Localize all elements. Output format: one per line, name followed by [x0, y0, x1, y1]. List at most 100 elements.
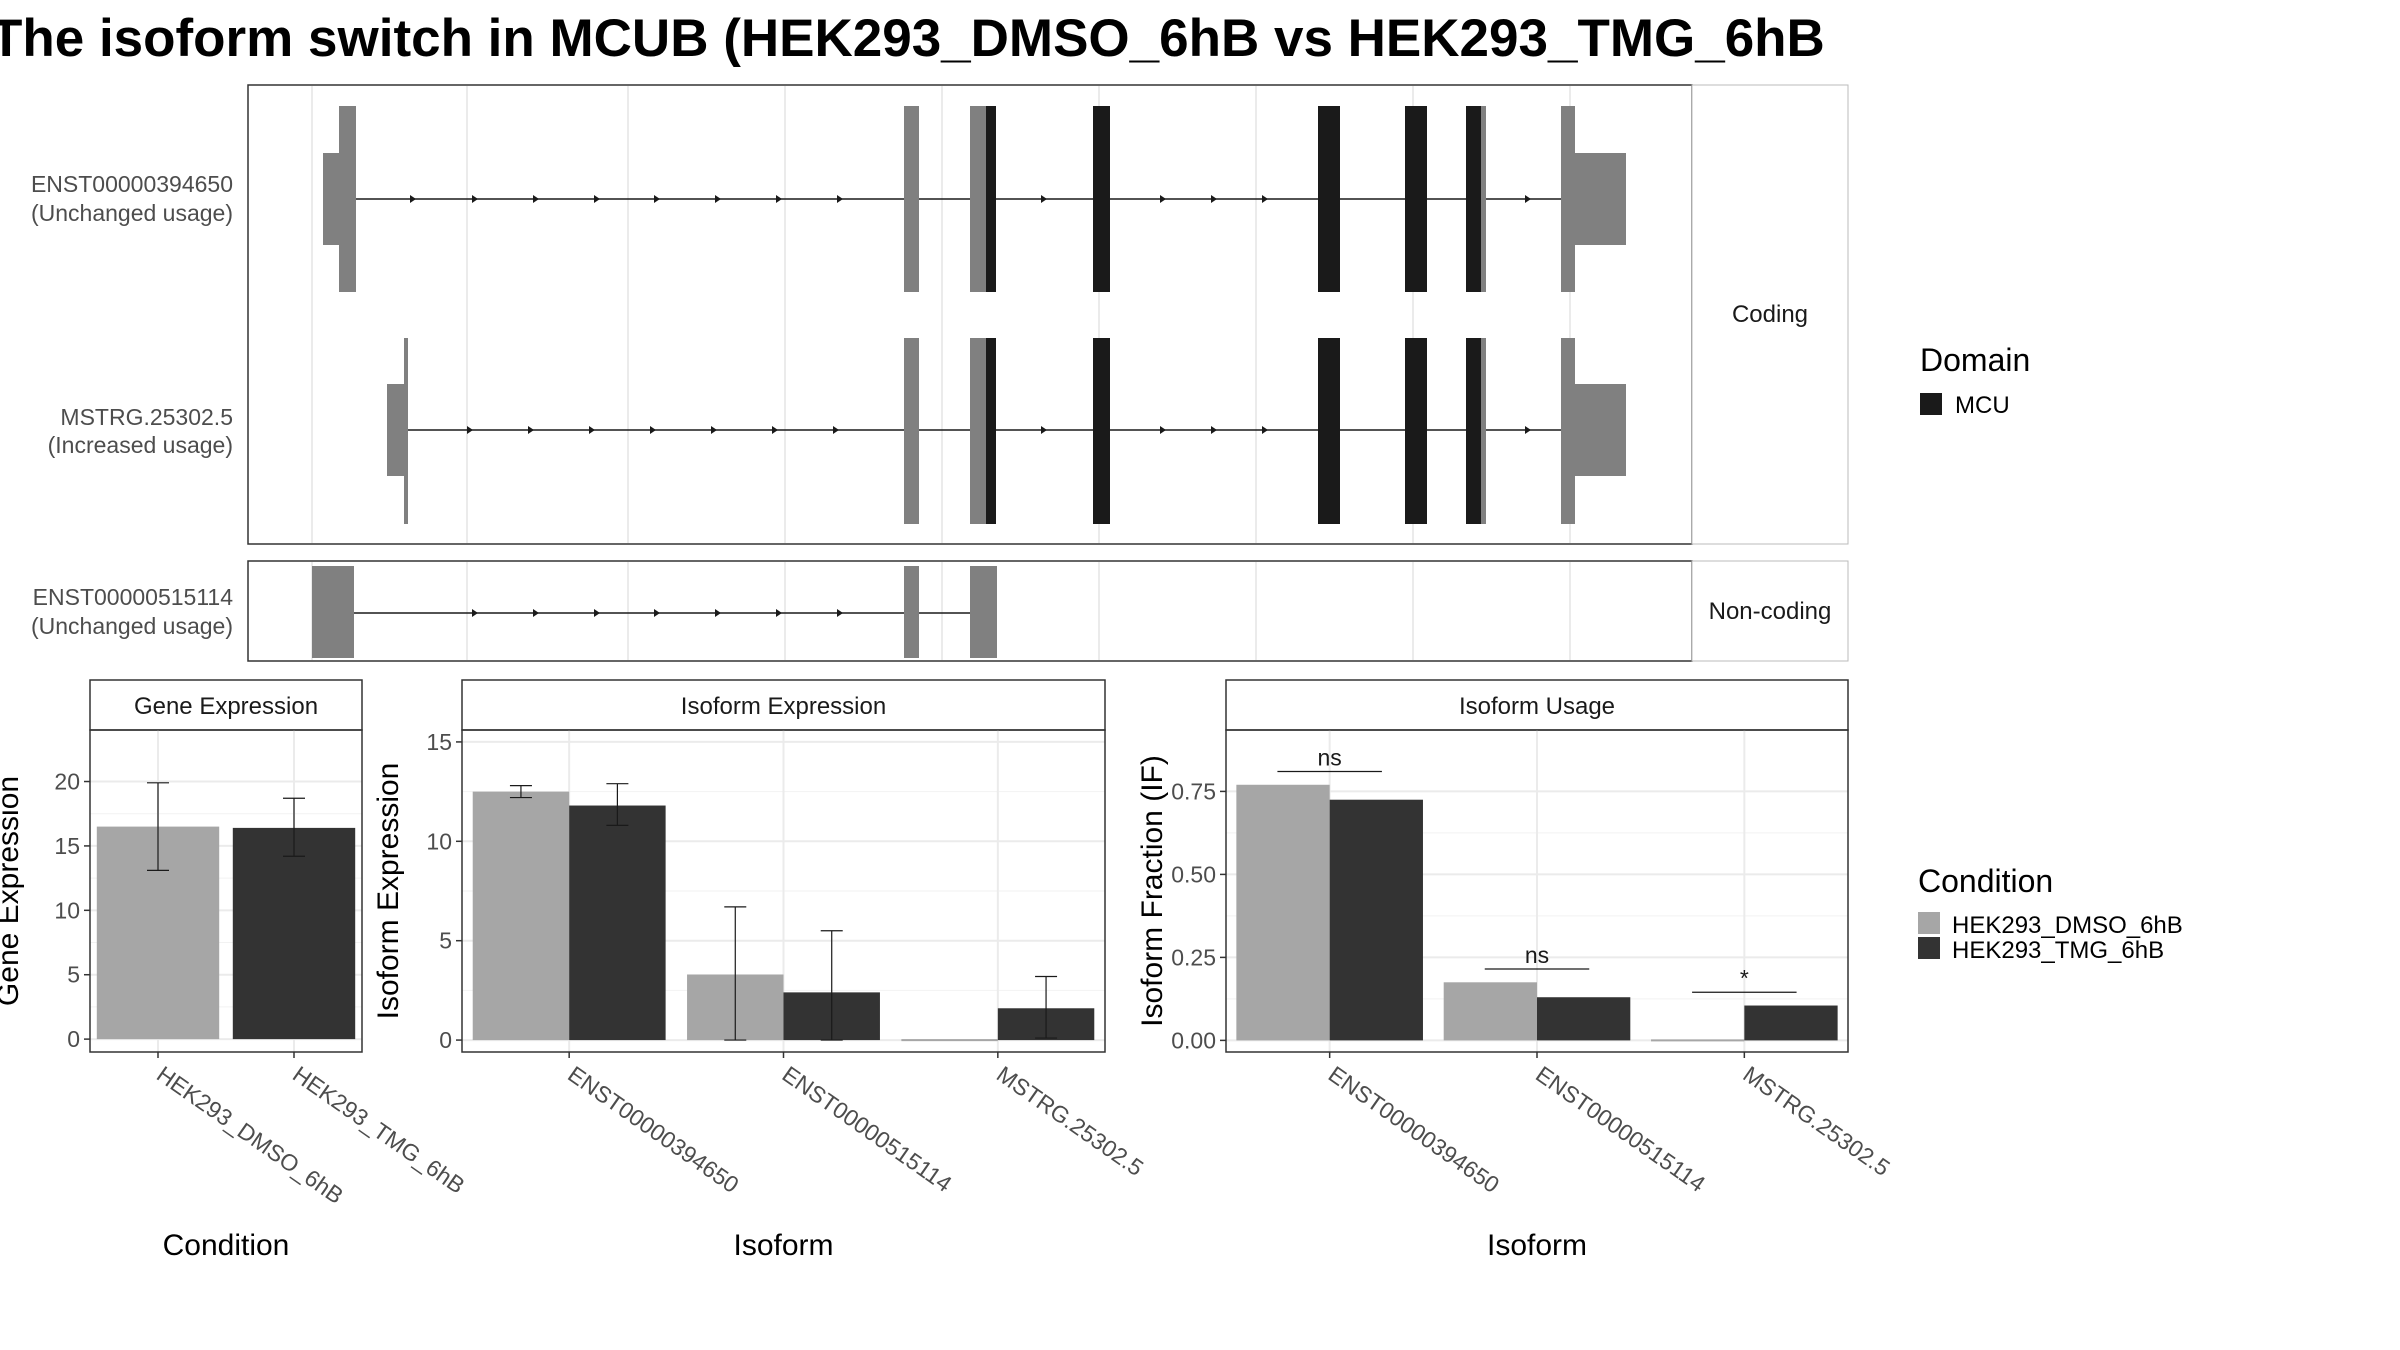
- isoform-label: MSTRG.25302.5 (Increased usage): [48, 404, 233, 458]
- x-tick-label: MSTRG.25302.5: [1738, 1061, 1894, 1181]
- intron-arrow: [533, 609, 539, 617]
- chart-panel-2: Isoform Usage 0.00 0.25 0.50 0.75 ns ns * ENST00…: [1136, 679, 1895, 1262]
- isoform-id-label: ENST00000515114: [33, 584, 234, 610]
- mcu-legend-swatch: [1920, 393, 1942, 415]
- y-tick-label: 0: [439, 1027, 452, 1053]
- utr-exon: [1561, 338, 1575, 524]
- intron-arrow: [837, 609, 843, 617]
- isoform-id-label: MSTRG.25302.5: [60, 404, 233, 430]
- y-tick-label: 10: [426, 828, 452, 854]
- isoform-track: [387, 338, 1626, 524]
- panel-title: Isoform Expression: [681, 693, 886, 720]
- tmg-legend-label: HEK293_TMG_6hB: [1952, 937, 2164, 964]
- intron-arrows: [467, 426, 1531, 434]
- intron-arrow: [715, 195, 721, 203]
- bar: [232, 827, 356, 1040]
- dmso-legend-label: HEK293_DMSO_6hB: [1952, 912, 2183, 939]
- utr-exon: [1575, 153, 1626, 245]
- intron-arrow: [654, 195, 660, 203]
- intron-arrow: [1160, 426, 1166, 434]
- intron-arrow: [1262, 195, 1268, 203]
- isoform-id-label: ENST00000394650: [31, 171, 233, 197]
- utr-exon: [904, 566, 919, 658]
- noncoding-strip-label: Non-coding: [1709, 598, 1832, 625]
- chart-panel-1: Isoform Expression 0 5 10 15 ENST00000394650 E…: [372, 679, 1148, 1262]
- intron-arrow: [467, 426, 473, 434]
- bar: [1443, 982, 1537, 1041]
- panel-strip: [461, 679, 1106, 731]
- intron-arrows: [472, 609, 843, 617]
- mcu-domain-exon: [1405, 338, 1427, 524]
- utr-exon: [970, 338, 987, 524]
- isoform-track: [312, 566, 997, 658]
- coding-strip-label: Coding: [1732, 301, 1808, 328]
- coding-strip: [1691, 84, 1849, 545]
- mcu-domain-exon: [1466, 338, 1481, 524]
- isoform-label: ENST00000515114 (Unchanged usage): [31, 584, 233, 639]
- y-tick-label: 15: [426, 729, 452, 755]
- dmso-legend-swatch: [1918, 912, 1940, 934]
- x-axis-title: Condition: [163, 1229, 290, 1262]
- utr-exon: [904, 338, 919, 524]
- x-tick-label: ENST00000394650: [1324, 1061, 1504, 1198]
- bar: [472, 791, 570, 1041]
- figure-title: The isoform switch in MCUB (HEK293_DMSO_…: [0, 9, 1825, 68]
- panel-strip: [89, 679, 363, 731]
- utr-exon: [970, 106, 987, 292]
- intron-arrow: [833, 426, 839, 434]
- bar: [1744, 1005, 1838, 1041]
- panel-title: Isoform Usage: [1459, 693, 1615, 720]
- y-tick-label: 0.75: [1171, 778, 1216, 804]
- y-tick-label: 0: [67, 1026, 80, 1052]
- y-tick-label: 10: [54, 897, 80, 923]
- x-axis-title: Isoform: [1487, 1229, 1587, 1262]
- intron-arrow: [594, 609, 600, 617]
- intron-arrow: [533, 195, 539, 203]
- y-tick-label: 0.50: [1171, 861, 1216, 887]
- utr-exon: [970, 566, 997, 658]
- bar: [1537, 997, 1631, 1041]
- intron-arrow: [410, 195, 416, 203]
- intron-arrow: [650, 426, 656, 434]
- mcu-domain-exon: [1318, 338, 1340, 524]
- utr-exon: [1561, 106, 1575, 292]
- intron-arrow: [472, 195, 478, 203]
- intron-arrow: [1525, 195, 1531, 203]
- utr-exon: [387, 384, 405, 476]
- isoform-track: [323, 106, 1626, 292]
- intron-arrow: [1041, 195, 1047, 203]
- intron-arrow: [1160, 195, 1166, 203]
- intron-arrow: [837, 195, 843, 203]
- mcu-domain-exon: [1093, 106, 1110, 292]
- condition-legend-title: Condition: [1918, 863, 2053, 899]
- intron-arrow: [594, 195, 600, 203]
- utr-exon: [1481, 338, 1486, 524]
- isoform-usage-label: (Unchanged usage): [31, 613, 233, 639]
- mcu-domain-exon: [986, 338, 996, 524]
- significance-label: ns: [1318, 744, 1342, 770]
- panel-title: Gene Expression: [134, 693, 318, 720]
- y-tick-label: 5: [439, 928, 452, 954]
- y-axis-title: Gene Expression: [0, 776, 25, 1006]
- y-tick-label: 5: [67, 962, 80, 988]
- intron-arrow: [776, 609, 782, 617]
- isoform-usage-label: (Unchanged usage): [31, 200, 233, 226]
- utr-exon: [404, 338, 408, 524]
- intron-arrow: [772, 426, 778, 434]
- intron-arrow: [1041, 426, 1047, 434]
- intron-arrow: [711, 426, 717, 434]
- intron-arrow: [589, 426, 595, 434]
- y-axis-title: Isoform Fraction (IF): [1136, 755, 1169, 1027]
- utr-exon: [339, 106, 356, 292]
- x-tick-label: MSTRG.25302.5: [992, 1061, 1148, 1181]
- mcu-domain-exon: [986, 106, 996, 292]
- utr-exon: [904, 106, 919, 292]
- y-tick-label: 0.00: [1171, 1027, 1216, 1053]
- utr-exon: [323, 153, 340, 245]
- plot-frame: [89, 729, 363, 1053]
- isoform-label: ENST00000394650 (Unchanged usage): [31, 171, 233, 226]
- y-tick-label: 20: [54, 769, 80, 795]
- utr-exon: [1481, 106, 1486, 292]
- mcu-domain-exon: [1093, 338, 1110, 524]
